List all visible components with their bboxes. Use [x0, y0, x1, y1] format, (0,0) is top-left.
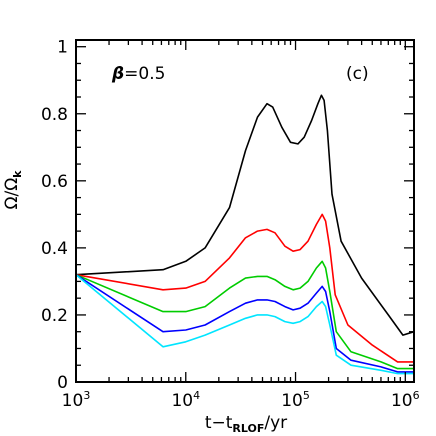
y-tick-label-6: 1: [57, 38, 68, 58]
x-axis-title: t−tRLOF/yr: [205, 413, 287, 435]
y-tick-label-3: 0.4: [41, 239, 68, 259]
y-tick-label-5: 0.8: [41, 105, 68, 125]
beta-value: =0.5: [124, 64, 165, 84]
panel-label: (c): [346, 64, 369, 84]
series-line-4: [75, 274, 414, 373]
beta-symbol: β: [111, 64, 124, 84]
series-line-1: [75, 94, 415, 336]
series-layer: [75, 94, 415, 375]
series-line-2: [75, 213, 414, 363]
y-tick-label-4: 0.6: [41, 172, 68, 192]
ticks-layer: 103 104 105 106 0 0.2 0.4 0.6 0.8 1: [41, 38, 420, 411]
series-line-5: [75, 274, 414, 375]
x-tick-label-2: 104: [171, 389, 200, 411]
y-tick-label-1: 0: [57, 373, 68, 393]
x-tick-label-3: 105: [281, 389, 310, 411]
x-tick-label-1: 103: [62, 389, 91, 411]
y-axis-title: Ω/Ωk: [2, 170, 24, 210]
x-tick-label-4: 106: [391, 389, 420, 411]
series-line-3: [75, 260, 414, 370]
beta-annotation: β=0.5: [111, 64, 165, 84]
plot-frame: [75, 39, 415, 383]
y-tick-label-2: 0.2: [41, 306, 68, 326]
